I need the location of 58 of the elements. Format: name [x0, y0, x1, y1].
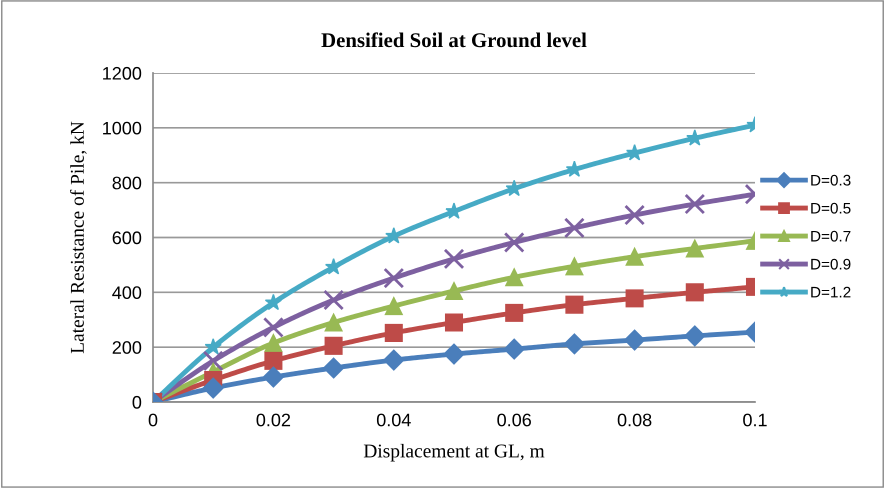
- point: [505, 304, 524, 322]
- point: [204, 338, 222, 355]
- y-axis-title: Lateral Resistance of Pile, kN: [70, 122, 87, 354]
- point: [323, 357, 344, 379]
- point: [202, 378, 224, 399]
- point: [383, 268, 404, 288]
- point: [383, 350, 404, 371]
- point: [264, 334, 282, 352]
- point: [202, 350, 224, 372]
- point: [324, 336, 343, 355]
- x-tick-label: 0.08: [618, 414, 652, 426]
- point: [444, 282, 464, 300]
- y-tick-label: 0: [132, 396, 142, 409]
- legend-label: D=0.7: [811, 230, 850, 242]
- y-tick-label: 200: [112, 341, 142, 354]
- point: [564, 333, 585, 354]
- point: [262, 317, 284, 338]
- point: [384, 324, 403, 342]
- point: [686, 239, 704, 258]
- point: [684, 325, 706, 346]
- point: [504, 232, 525, 253]
- point: [443, 344, 465, 365]
- point: [564, 217, 585, 238]
- point: [264, 294, 282, 310]
- x-tick-label: 0.06: [497, 414, 531, 426]
- x-tick-label: 0: [148, 414, 158, 426]
- point: [262, 366, 284, 388]
- legend-label: D=0.9: [811, 258, 850, 270]
- x-tick-label: 0.04: [376, 414, 411, 426]
- point: [324, 313, 343, 332]
- point: [444, 313, 464, 332]
- chart-title: Densified Soil at Ground level: [321, 32, 587, 48]
- y-tick-label: 600: [112, 231, 142, 244]
- x-tick-label: 0.02: [256, 414, 290, 426]
- point: [505, 268, 524, 286]
- point: [323, 290, 344, 310]
- point: [565, 296, 584, 314]
- point: [626, 289, 644, 308]
- legend-label: D=0.3: [811, 174, 851, 186]
- point: [684, 194, 706, 214]
- point: [626, 248, 644, 266]
- y-tick-label: 800: [112, 176, 142, 190]
- point: [624, 330, 646, 351]
- point: [624, 204, 646, 226]
- legend-label: D=1.2: [811, 286, 850, 298]
- point: [565, 257, 584, 276]
- point: [324, 258, 342, 275]
- y-tick-label: 1200: [103, 66, 142, 80]
- point: [264, 352, 282, 370]
- x-axis-title: Displacement at GL, m: [364, 444, 544, 462]
- x-tick-label: 0.1: [743, 414, 767, 426]
- y-tick-label: 1000: [103, 122, 142, 135]
- point: [504, 338, 525, 360]
- point: [384, 297, 403, 316]
- point: [444, 248, 464, 270]
- y-tick-label: 400: [112, 286, 142, 300]
- point: [686, 283, 704, 302]
- legend-label: D=0.5: [811, 202, 851, 214]
